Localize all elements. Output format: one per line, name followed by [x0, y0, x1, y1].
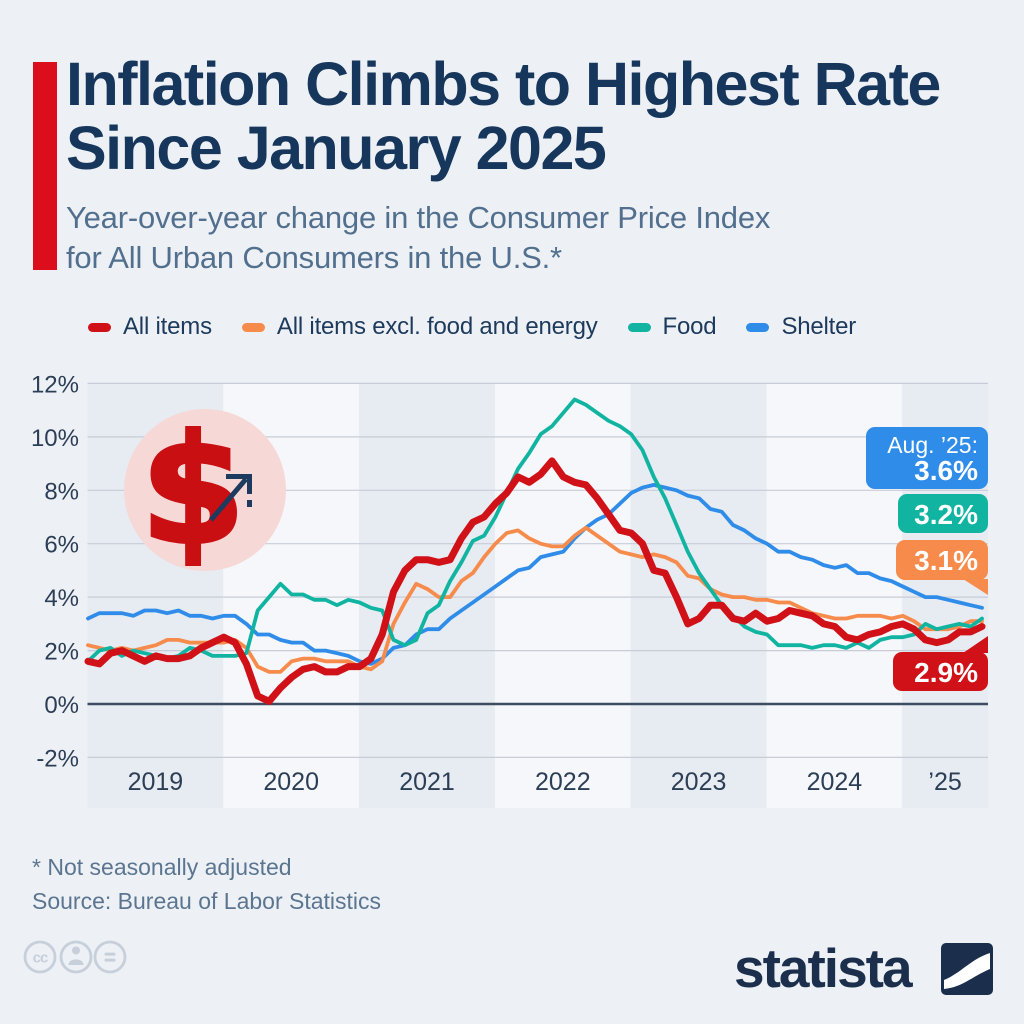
dollar-glyph: $ — [141, 404, 245, 578]
legend-label: Shelter — [781, 313, 857, 340]
legend-swatch-core-icon — [241, 322, 265, 332]
chart-background-layer: 12% 10% 8% 6% 4% 2% 0% -2% 2019 2020 2021 2022 2023 2… — [31, 371, 988, 808]
callout-food-value: 3.2% — [914, 499, 978, 530]
x-axis-year-label: 2023 — [671, 768, 727, 796]
year-band — [630, 383, 767, 808]
legend-label: All items — [123, 313, 212, 340]
line-chart: 12% 10% 8% 6% 4% 2% 0% -2% 2019 2020 2021 2022 2023 2… — [31, 371, 988, 808]
attribution-person-icon[interactable] — [59, 940, 93, 974]
red-accent-bar — [33, 62, 57, 270]
y-axis-tick-label: 2% — [44, 639, 79, 666]
y-axis-tick-label: 4% — [44, 585, 79, 612]
y-axis-tick-label: 6% — [44, 532, 79, 559]
x-axis-year-label: ’25 — [928, 768, 961, 796]
cc-glyph: cc — [33, 950, 48, 967]
callout-header: Aug. ’25: — [887, 432, 978, 458]
callout-all-items-value: 2.9% — [914, 657, 978, 688]
x-axis-year-label: 2019 — [128, 768, 184, 796]
x-axis-year-label: 2022 — [535, 768, 591, 796]
arrow-shaft — [209, 477, 248, 522]
chart-series-layer — [84, 397, 986, 705]
legend-item-all-items: All items — [88, 313, 212, 341]
year-band — [494, 383, 631, 808]
title-line-1: Inflation Climbs to Highest Rate — [66, 50, 941, 118]
legend-swatch-shelter-icon — [746, 322, 770, 332]
y-axis-tick-label: 8% — [44, 478, 79, 505]
dollar-rising-icon: $ — [124, 402, 286, 580]
legend-item-shelter: Shelter — [746, 313, 856, 341]
series-line-all-items — [84, 457, 986, 705]
no-derivatives-equals-icon[interactable] — [93, 940, 127, 974]
callout-food: 3.2% — [898, 494, 988, 533]
legend-swatch-all-items-icon — [88, 322, 111, 332]
x-axis-year-label: 2024 — [807, 768, 863, 796]
footnote-asterisk: * Not seasonally adjusted — [32, 854, 292, 880]
statista-logo-icon[interactable] — [941, 943, 993, 995]
callout-core-value: 3.1% — [914, 545, 978, 576]
arrow-head — [226, 474, 252, 494]
chart-legend: All items All items excl. food and energ… — [88, 313, 856, 341]
license-icons: cc — [23, 940, 127, 974]
y-axis-tick-label: -2% — [36, 745, 79, 772]
legend-item-food: Food — [627, 313, 717, 341]
callout-all-items: 2.9% — [893, 636, 988, 691]
callout-core: 3.1% — [896, 540, 988, 595]
legend-swatch-food-icon — [627, 322, 651, 332]
x-axis-year-label: 2020 — [263, 768, 319, 796]
page-title: Inflation Climbs to Highest Rate Since J… — [66, 52, 1006, 180]
year-band — [359, 383, 495, 808]
y-axis-tick-label: 0% — [44, 692, 79, 719]
subtitle-line-1: Year-over-year change in the Consumer Pr… — [66, 200, 771, 235]
page-subtitle: Year-over-year change in the Consumer Pr… — [66, 198, 966, 278]
series-line-food — [86, 397, 984, 664]
footnotes: * Not seasonally adjusted Source: Bureau… — [32, 850, 381, 918]
legend-label: All items excl. food and energy — [276, 313, 598, 340]
legend-item-core: All items excl. food and energy — [241, 313, 598, 341]
icon-circle — [124, 409, 286, 571]
title-line-2: Since January 2025 — [66, 114, 607, 183]
series-line-shelter — [86, 483, 984, 666]
y-axis-tick-label: 10% — [31, 425, 79, 452]
legend-label: Food — [662, 313, 717, 340]
y-axis-tick-label: 12% — [31, 371, 79, 398]
statista-wordmark[interactable]: statista — [734, 937, 913, 999]
creative-commons-icon[interactable]: cc — [23, 940, 57, 974]
footnote-source: Source: Bureau of Labor Statistics — [32, 888, 382, 914]
x-axis-year-label: 2021 — [399, 768, 455, 796]
subtitle-line-2: for All Urban Consumers in the U.S.* — [66, 240, 562, 275]
callout-shelter: Aug. ’25: 3.6% — [866, 427, 988, 489]
callout-shelter-value: 3.6% — [914, 455, 978, 487]
